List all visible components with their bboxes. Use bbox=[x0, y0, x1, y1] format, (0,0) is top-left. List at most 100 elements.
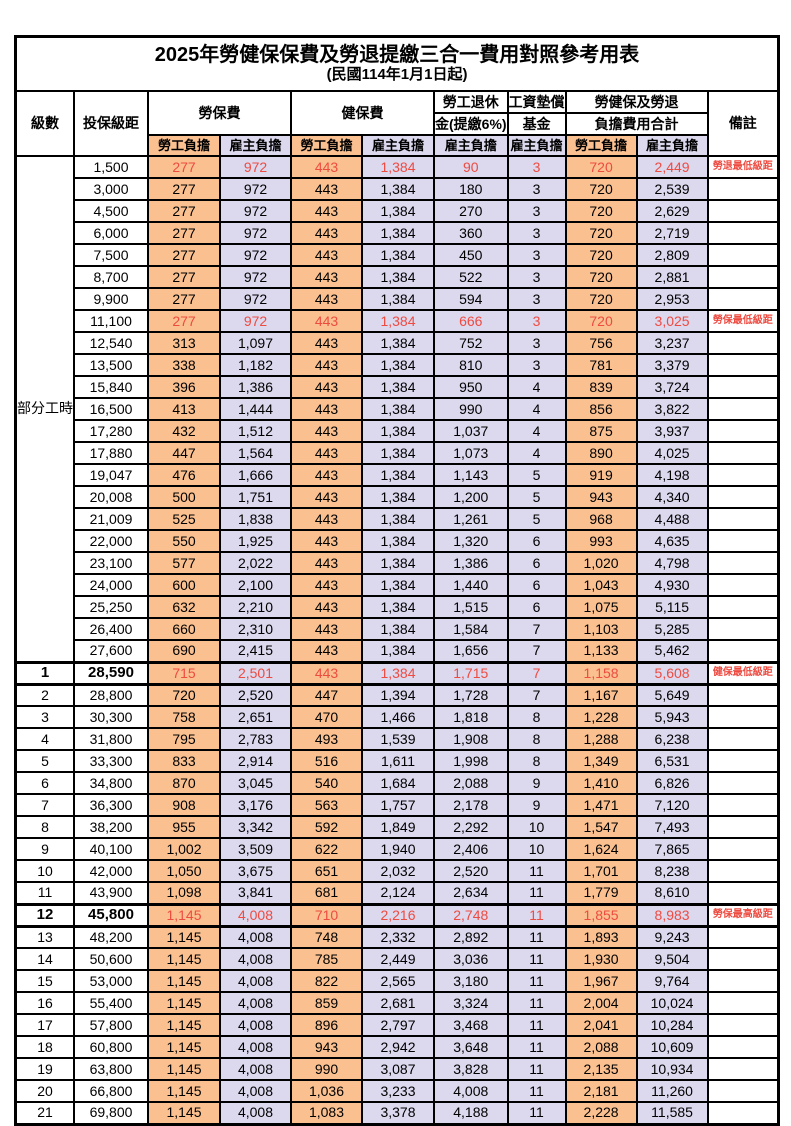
table-title-cell: 2025年勞健保保費及勞退提繳三合一費用對照參考用表 (民國114年1月1日起) bbox=[14, 35, 780, 92]
subheader-health-employer: 雇主負擔 bbox=[361, 134, 435, 157]
cell-labor-employee: 396 bbox=[147, 375, 221, 399]
cell-labor-employee: 1,145 bbox=[147, 969, 221, 993]
cell-fund-employer: 3 bbox=[506, 155, 567, 179]
cell-level: 3 bbox=[14, 705, 75, 729]
cell-fund-employer: 9 bbox=[506, 793, 567, 817]
cell-pension-employer: 3,468 bbox=[433, 1013, 509, 1037]
cell-health-employer: 2,449 bbox=[361, 947, 435, 971]
cell-labor-employer: 3,045 bbox=[219, 771, 292, 795]
cell-note bbox=[706, 705, 780, 729]
table-row: 23,100 577 2,022 443 1,384 1,386 6 1,020 4,798 bbox=[16, 551, 780, 575]
cell-total-employee: 720 bbox=[564, 287, 638, 311]
cell-total-employer: 7,120 bbox=[635, 793, 709, 817]
cell-labor-employee: 870 bbox=[147, 771, 221, 795]
cell-fund-employer: 3 bbox=[506, 353, 567, 377]
cell-pension-employer: 1,818 bbox=[433, 705, 509, 729]
subheader-fund-employer: 雇主負擔 bbox=[506, 134, 567, 157]
cell-health-employee: 443 bbox=[290, 617, 363, 641]
cell-level: 4 bbox=[14, 727, 75, 751]
cell-pension-employer: 1,200 bbox=[433, 485, 509, 509]
cell-level: 10 bbox=[14, 859, 75, 883]
part-time-merged-cell: 部分工時 bbox=[14, 155, 75, 663]
cell-health-employer: 1,384 bbox=[361, 419, 435, 443]
cell-labor-employer: 972 bbox=[219, 199, 292, 223]
cell-labor-employer: 4,008 bbox=[219, 947, 292, 971]
cell-pension-employer: 2,178 bbox=[433, 793, 509, 817]
cell-labor-employee: 600 bbox=[147, 573, 221, 597]
cell-level: 21 bbox=[14, 1101, 75, 1125]
cell-health-employee: 443 bbox=[290, 441, 363, 465]
cell-fund-employer: 10 bbox=[506, 815, 567, 839]
subheader-health-employee: 勞工負擔 bbox=[290, 134, 363, 157]
table-row: 6,000 277 972 443 1,384 360 3 720 2,719 bbox=[16, 221, 780, 245]
cell-pension-employer: 360 bbox=[433, 221, 509, 245]
cell-health-employee: 443 bbox=[290, 595, 363, 619]
cell-pension-employer: 90 bbox=[433, 155, 509, 179]
cell-total-employee: 1,410 bbox=[564, 771, 638, 795]
cell-fund-employer: 11 bbox=[506, 947, 567, 971]
cell-note bbox=[706, 529, 780, 553]
header-wage-fund-line2: 基金 bbox=[506, 112, 567, 136]
cell-health-employer: 1,384 bbox=[361, 441, 435, 465]
subheader-pension-employer: 雇主負擔 bbox=[433, 134, 509, 157]
cell-note bbox=[706, 749, 780, 773]
cell-health-employer: 1,466 bbox=[361, 705, 435, 729]
cell-labor-employer: 2,501 bbox=[219, 660, 292, 686]
cell-health-employer: 1,384 bbox=[361, 331, 435, 355]
cell-total-employee: 1,228 bbox=[564, 705, 638, 729]
cell-labor-employee: 1,145 bbox=[147, 947, 221, 971]
cell-labor-employer: 4,008 bbox=[219, 1035, 292, 1059]
cell-note bbox=[706, 331, 780, 355]
cell-pension-employer: 2,892 bbox=[433, 925, 509, 949]
cell-labor-employee: 338 bbox=[147, 353, 221, 377]
table-row: 17,880 447 1,564 443 1,384 1,073 4 890 4,025 bbox=[16, 441, 780, 465]
cell-bracket: 42,000 bbox=[73, 859, 149, 883]
cell-health-employee: 540 bbox=[290, 771, 363, 795]
cell-fund-employer: 4 bbox=[506, 375, 567, 399]
cell-labor-employee: 1,145 bbox=[147, 1035, 221, 1059]
cell-labor-employer: 4,008 bbox=[219, 969, 292, 993]
cell-note bbox=[706, 991, 780, 1015]
cell-total-employer: 8,238 bbox=[635, 859, 709, 883]
cell-level: 2 bbox=[14, 683, 75, 707]
cell-note bbox=[706, 925, 780, 949]
cell-health-employer: 2,216 bbox=[361, 902, 435, 928]
cell-bracket: 17,280 bbox=[73, 419, 149, 443]
cell-bracket: 9,900 bbox=[73, 287, 149, 311]
cell-total-employee: 856 bbox=[564, 397, 638, 421]
cell-pension-employer: 2,406 bbox=[433, 837, 509, 861]
cell-labor-employee: 277 bbox=[147, 199, 221, 223]
cell-level: 16 bbox=[14, 991, 75, 1015]
cell-health-employer: 2,681 bbox=[361, 991, 435, 1015]
cell-health-employer: 1,384 bbox=[361, 617, 435, 641]
cell-total-employee: 943 bbox=[564, 485, 638, 509]
cell-bracket: 66,800 bbox=[73, 1079, 149, 1103]
cell-fund-employer: 11 bbox=[506, 991, 567, 1015]
cell-note bbox=[706, 1101, 780, 1125]
cell-bracket: 45,800 bbox=[73, 902, 149, 928]
cell-health-employer: 2,124 bbox=[361, 881, 435, 905]
cell-labor-employee: 1,098 bbox=[147, 881, 221, 905]
cell-pension-employer: 2,634 bbox=[433, 881, 509, 905]
cell-bracket: 60,800 bbox=[73, 1035, 149, 1059]
header-level: 級數 bbox=[14, 90, 75, 157]
cell-note bbox=[706, 1079, 780, 1103]
header-row-1: 級數 投保級距 勞保費 健保費 勞工退休 工資墊償 勞健保及勞退 備註 bbox=[14, 90, 780, 157]
cell-total-employer: 3,237 bbox=[635, 331, 709, 355]
cell-labor-employee: 1,145 bbox=[147, 1057, 221, 1081]
cell-level: 1 bbox=[14, 660, 75, 686]
cell-note bbox=[706, 199, 780, 223]
cell-labor-employee: 1,050 bbox=[147, 859, 221, 883]
table-row: 7,500 277 972 443 1,384 450 3 720 2,809 bbox=[16, 243, 780, 267]
header-wage-fund-line1: 工資墊償 bbox=[506, 90, 567, 114]
cell-labor-employee: 447 bbox=[147, 441, 221, 465]
cell-level: 14 bbox=[14, 947, 75, 971]
cell-total-employer: 7,865 bbox=[635, 837, 709, 861]
cell-health-employer: 1,539 bbox=[361, 727, 435, 751]
cell-labor-employee: 277 bbox=[147, 287, 221, 311]
cell-note bbox=[706, 793, 780, 817]
cell-total-employee: 720 bbox=[564, 177, 638, 201]
cell-health-employee: 443 bbox=[290, 331, 363, 355]
cell-fund-employer: 11 bbox=[506, 1057, 567, 1081]
cell-pension-employer: 180 bbox=[433, 177, 509, 201]
